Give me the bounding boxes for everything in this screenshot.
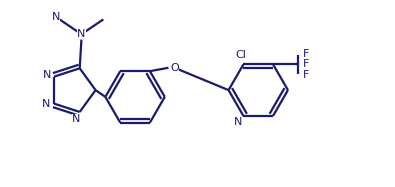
Text: F: F (303, 49, 309, 59)
Text: F: F (303, 59, 309, 69)
Text: N: N (72, 114, 81, 124)
Text: N: N (41, 99, 50, 109)
Text: N: N (234, 117, 243, 127)
Text: N: N (77, 29, 86, 39)
Text: N: N (52, 12, 60, 22)
Text: Cl: Cl (235, 50, 246, 60)
Text: O: O (170, 63, 179, 73)
Text: F: F (303, 70, 309, 79)
Text: N: N (42, 70, 51, 80)
